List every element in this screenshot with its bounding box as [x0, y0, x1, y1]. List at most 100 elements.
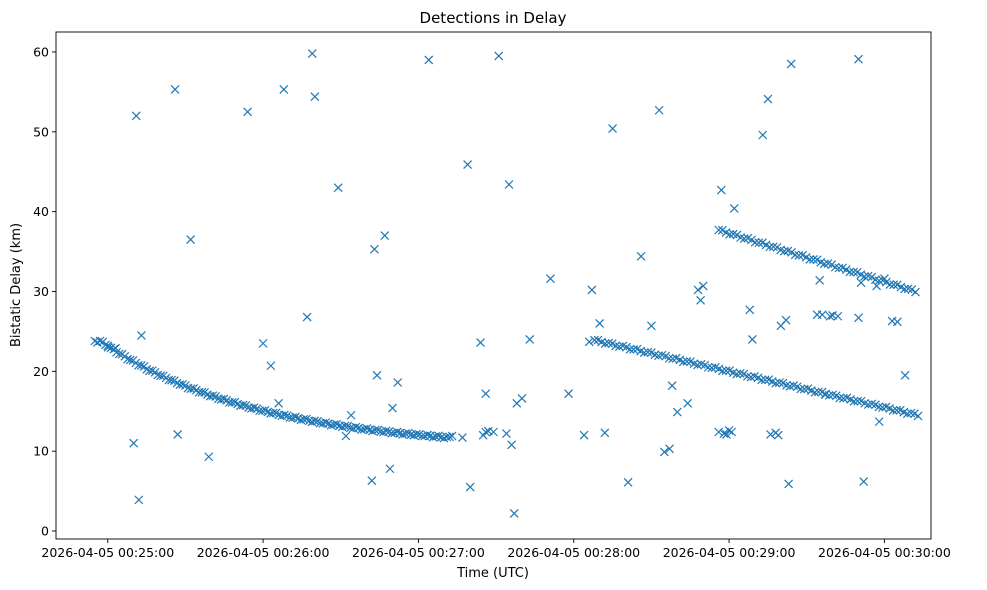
x-tick-label: 2026-04-05 00:25:00	[41, 545, 174, 560]
detection-point	[683, 398, 693, 408]
track-2-point	[590, 335, 599, 345]
track-3-point	[805, 255, 815, 264]
track-2-point	[614, 342, 624, 351]
track-1-point	[370, 425, 380, 435]
plot-area-frame	[55, 31, 932, 540]
track-3-point	[768, 242, 778, 252]
detection-point	[698, 281, 708, 291]
detection-point	[745, 305, 755, 315]
detection-point	[369, 244, 379, 254]
track-3-point	[794, 250, 804, 260]
track-1-point	[310, 416, 320, 426]
track-2-point	[771, 378, 781, 388]
track-2-point	[693, 360, 703, 370]
detection-point	[600, 428, 610, 438]
track-2-point	[707, 363, 717, 373]
track-2-point	[721, 366, 731, 376]
track-3-point	[827, 260, 837, 270]
track-1-point	[290, 412, 300, 422]
track-1-point	[279, 410, 289, 420]
track-1-point	[219, 394, 229, 404]
track-1-point	[268, 408, 278, 418]
track-2-point	[913, 411, 923, 421]
track-1-point	[326, 420, 336, 430]
scatter-markers	[90, 49, 923, 518]
detection-point	[646, 321, 656, 331]
track-2-point	[796, 384, 806, 394]
detection-point	[693, 285, 703, 295]
track-2-point	[735, 369, 745, 378]
track-1-point	[423, 430, 432, 440]
track-3-point	[732, 230, 742, 240]
detection-point	[129, 438, 139, 448]
track-3-point	[911, 287, 920, 297]
track-1-point	[329, 420, 339, 430]
track-1-point	[208, 391, 218, 401]
track-2-point	[718, 366, 727, 376]
track-2-point	[625, 344, 635, 354]
x-tick-label: 2026-04-05 00:28:00	[507, 545, 640, 560]
detection-point	[258, 338, 268, 348]
track-3-point	[860, 271, 869, 281]
detection-point	[186, 235, 196, 245]
track-1-point	[114, 349, 124, 359]
detection-point	[784, 479, 794, 489]
detection-point	[137, 330, 146, 340]
detection-point	[302, 312, 312, 322]
x-tick-label: 2026-04-05 00:27:00	[352, 545, 485, 560]
track-1-point	[125, 355, 135, 365]
track-2-point	[664, 353, 674, 363]
track-1-point	[414, 430, 424, 439]
track-1-point	[323, 419, 333, 429]
track-2-point	[703, 362, 713, 372]
track-3-point	[750, 237, 760, 247]
detection-point	[696, 295, 706, 305]
track-1-point	[202, 390, 212, 400]
detection-point	[786, 59, 796, 69]
track-1-point	[332, 419, 342, 429]
track-1-point	[134, 360, 143, 370]
track-1-point	[398, 430, 408, 439]
track-3-point	[845, 267, 855, 277]
track-2-point	[874, 402, 884, 412]
detection-point	[758, 130, 768, 140]
detection-point	[346, 410, 356, 420]
detection-point	[380, 231, 390, 241]
track-1-point	[428, 432, 438, 442]
track-1-point	[445, 432, 454, 442]
detection-point	[173, 429, 183, 439]
detection-point	[654, 105, 664, 115]
detection-point	[833, 311, 843, 321]
track-1-point	[351, 422, 361, 432]
detection-point	[546, 274, 555, 284]
track-1-point	[368, 426, 377, 436]
detection-point	[393, 378, 403, 387]
track-1-point	[233, 399, 243, 409]
track-1-point	[340, 421, 350, 431]
x-axis-label: Time (UTC)	[456, 566, 529, 581]
detection-point	[103, 341, 113, 351]
track-3-point	[830, 262, 840, 272]
track-2-point	[732, 369, 742, 379]
detection-point	[372, 370, 382, 380]
detection-point	[859, 477, 869, 486]
track-2-point	[835, 393, 845, 403]
detection-point	[854, 313, 863, 323]
y-tick-label: 40	[33, 204, 49, 219]
track-1-point	[227, 397, 237, 407]
x-axis-ticks: 2026-04-05 00:25:00 2026-04-05 00:26:00 20…	[41, 539, 951, 560]
chart-title: Detections in Delay	[420, 9, 567, 27]
track-1-point	[156, 371, 165, 381]
track-1-point	[362, 424, 372, 433]
track-2-point	[654, 351, 663, 361]
detection-point	[307, 49, 317, 58]
detection-point	[517, 394, 527, 403]
x-tick-label: 2026-04-05 00:30:00	[818, 545, 951, 560]
track-1-point	[321, 418, 331, 427]
detection-point	[134, 495, 144, 505]
track-1-point	[145, 366, 154, 376]
detection-point	[476, 338, 485, 348]
track-2-point	[863, 400, 873, 409]
track-1-point	[403, 428, 413, 438]
track-1-point	[354, 423, 364, 433]
